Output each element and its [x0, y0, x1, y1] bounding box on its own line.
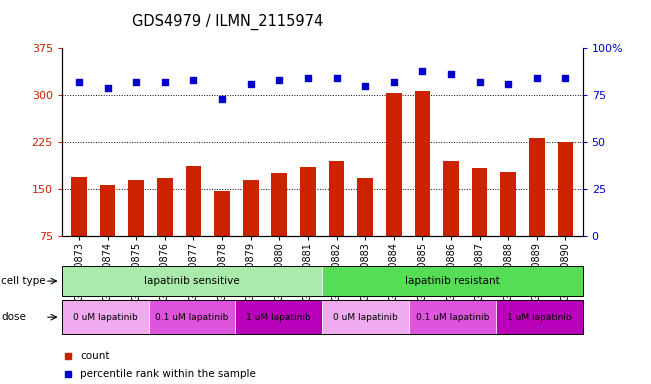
Bar — [558, 142, 574, 283]
Text: dose: dose — [1, 312, 26, 322]
Bar — [472, 169, 488, 283]
Bar — [62, 300, 583, 334]
Text: 0 uM lapatinib: 0 uM lapatinib — [333, 313, 398, 322]
Bar — [300, 167, 316, 283]
Point — [131, 79, 141, 85]
Text: count: count — [80, 351, 109, 361]
Bar — [243, 180, 258, 283]
Point — [217, 96, 227, 102]
Text: cell type: cell type — [1, 276, 46, 286]
Point — [303, 75, 313, 81]
Bar — [148, 300, 236, 334]
Text: 1 uM lapatinib: 1 uM lapatinib — [507, 313, 572, 322]
Bar — [357, 178, 373, 283]
Text: lapatinib sensitive: lapatinib sensitive — [145, 276, 240, 286]
Bar — [128, 180, 144, 283]
Text: percentile rank within the sample: percentile rank within the sample — [80, 369, 256, 379]
Point — [274, 77, 284, 83]
Point — [475, 79, 485, 85]
Bar — [62, 300, 148, 334]
Bar — [236, 300, 322, 334]
Point — [532, 75, 542, 81]
Point — [74, 79, 84, 85]
Bar — [214, 191, 230, 283]
Point — [360, 83, 370, 89]
Point — [331, 75, 342, 81]
Text: 0.1 uM lapatinib: 0.1 uM lapatinib — [156, 313, 229, 322]
Bar — [271, 174, 287, 283]
Point — [389, 79, 399, 85]
Point — [188, 77, 199, 83]
Bar — [322, 266, 583, 296]
Text: 1 uM lapatinib: 1 uM lapatinib — [247, 313, 311, 322]
Bar — [496, 300, 583, 334]
Bar — [529, 138, 545, 283]
Point — [245, 81, 256, 87]
Bar — [443, 161, 459, 283]
Text: 0 uM lapatinib: 0 uM lapatinib — [73, 313, 137, 322]
Point — [561, 75, 571, 81]
Point — [503, 81, 514, 87]
Bar — [62, 266, 583, 296]
Point — [159, 79, 170, 85]
Bar — [386, 93, 402, 283]
Bar — [409, 300, 496, 334]
Bar — [322, 300, 409, 334]
Bar — [100, 185, 115, 283]
Bar — [186, 166, 201, 283]
Text: GDS4979 / ILMN_2115974: GDS4979 / ILMN_2115974 — [132, 13, 324, 30]
Point — [102, 84, 113, 91]
Point — [417, 68, 428, 74]
Point — [446, 71, 456, 78]
Text: 0.1 uM lapatinib: 0.1 uM lapatinib — [416, 313, 489, 322]
Bar — [62, 266, 322, 296]
Bar — [501, 172, 516, 283]
Text: lapatinib resistant: lapatinib resistant — [405, 276, 500, 286]
Bar — [71, 177, 87, 283]
Bar — [415, 91, 430, 283]
Bar — [157, 178, 173, 283]
Bar — [329, 161, 344, 283]
